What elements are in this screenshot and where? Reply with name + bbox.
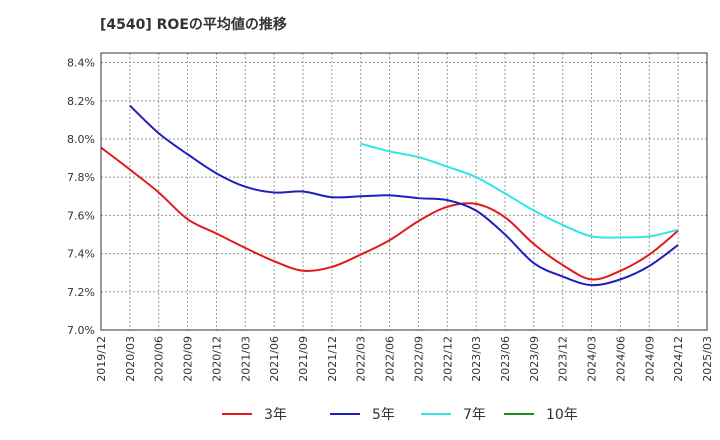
x-tick-label: 2022/06 — [384, 336, 397, 382]
x-tick-label: 2021/12 — [326, 336, 339, 382]
x-tick-label: 2021/09 — [297, 336, 310, 382]
x-tick-label: 2020/12 — [210, 336, 223, 382]
y-tick-label: 7.6% — [67, 209, 95, 222]
series-lines — [100, 104, 679, 287]
x-tick-label: 2021/03 — [239, 336, 252, 382]
x-tick-label: 2024/03 — [586, 336, 599, 382]
legend-label: 10年 — [546, 407, 578, 423]
legend-label: 3年 — [264, 407, 287, 423]
series-line-3 — [360, 142, 679, 239]
x-tick-label: 2021/06 — [268, 336, 281, 382]
grid — [101, 53, 707, 330]
legend: 3年 5年 7年 10年 — [222, 407, 578, 423]
x-tick-label: 2024/12 — [672, 336, 685, 382]
series-line-2 — [129, 104, 679, 287]
x-tick-label: 2024/09 — [643, 336, 656, 382]
x-tick-label: 2022/09 — [412, 336, 425, 382]
y-tick-label: 7.8% — [67, 171, 95, 184]
chart-title: [4540] ROEの平均値の推移 — [100, 17, 287, 33]
x-tick-label: 2020/03 — [124, 336, 137, 382]
y-tick-label: 7.2% — [67, 286, 95, 299]
series-line-1 — [100, 146, 679, 281]
x-tick-label: 2019/12 — [95, 336, 108, 382]
x-tick-label: 2023/06 — [499, 336, 512, 382]
plot-frame — [100, 52, 708, 331]
y-axis-ticks: 7.0% 7.2% 7.4% 7.6% 7.8% 8.0% 8.2% 8.4% — [67, 57, 95, 337]
x-tick-label: 2023/12 — [557, 336, 570, 382]
x-tick-label: 2022/12 — [441, 336, 454, 382]
x-tick-label: 2020/06 — [153, 336, 166, 382]
y-tick-label: 8.0% — [67, 133, 95, 146]
x-tick-label: 2020/09 — [182, 336, 195, 382]
legend-label: 5年 — [372, 407, 395, 423]
y-tick-label: 7.0% — [67, 324, 95, 337]
x-tick-label: 2023/09 — [528, 336, 541, 382]
x-tick-label: 2022/03 — [355, 336, 368, 382]
y-tick-label: 8.2% — [67, 95, 95, 108]
y-tick-label: 8.4% — [67, 57, 95, 70]
x-tick-label: 2024/06 — [614, 336, 627, 382]
legend-label: 7年 — [463, 407, 486, 423]
x-tick-label: 2023/03 — [470, 336, 483, 382]
x-axis-ticks: 2019/12 2020/03 2020/06 2020/09 2020/12 2021/… — [95, 336, 714, 382]
x-tick-label: 2025/03 — [701, 336, 714, 382]
y-tick-label: 7.4% — [67, 248, 95, 261]
